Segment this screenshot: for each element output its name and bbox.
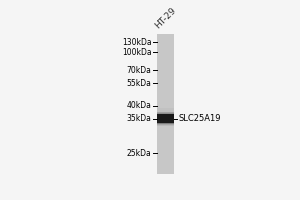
Text: 35kDa: 35kDa bbox=[127, 114, 152, 123]
Text: 55kDa: 55kDa bbox=[127, 79, 152, 88]
Bar bbox=[157, 108, 173, 114]
Text: 130kDa: 130kDa bbox=[122, 38, 152, 47]
Text: 100kDa: 100kDa bbox=[122, 48, 152, 57]
Text: HT-29: HT-29 bbox=[153, 5, 178, 30]
Bar bbox=[157, 114, 173, 123]
Bar bbox=[157, 112, 173, 126]
Text: 40kDa: 40kDa bbox=[127, 101, 152, 110]
Bar bbox=[157, 112, 173, 125]
Bar bbox=[157, 113, 173, 124]
Text: 25kDa: 25kDa bbox=[127, 149, 152, 158]
Bar bbox=[157, 114, 173, 124]
Text: 70kDa: 70kDa bbox=[127, 66, 152, 75]
Text: SLC25A19: SLC25A19 bbox=[178, 114, 221, 123]
Bar bbox=[157, 34, 173, 174]
